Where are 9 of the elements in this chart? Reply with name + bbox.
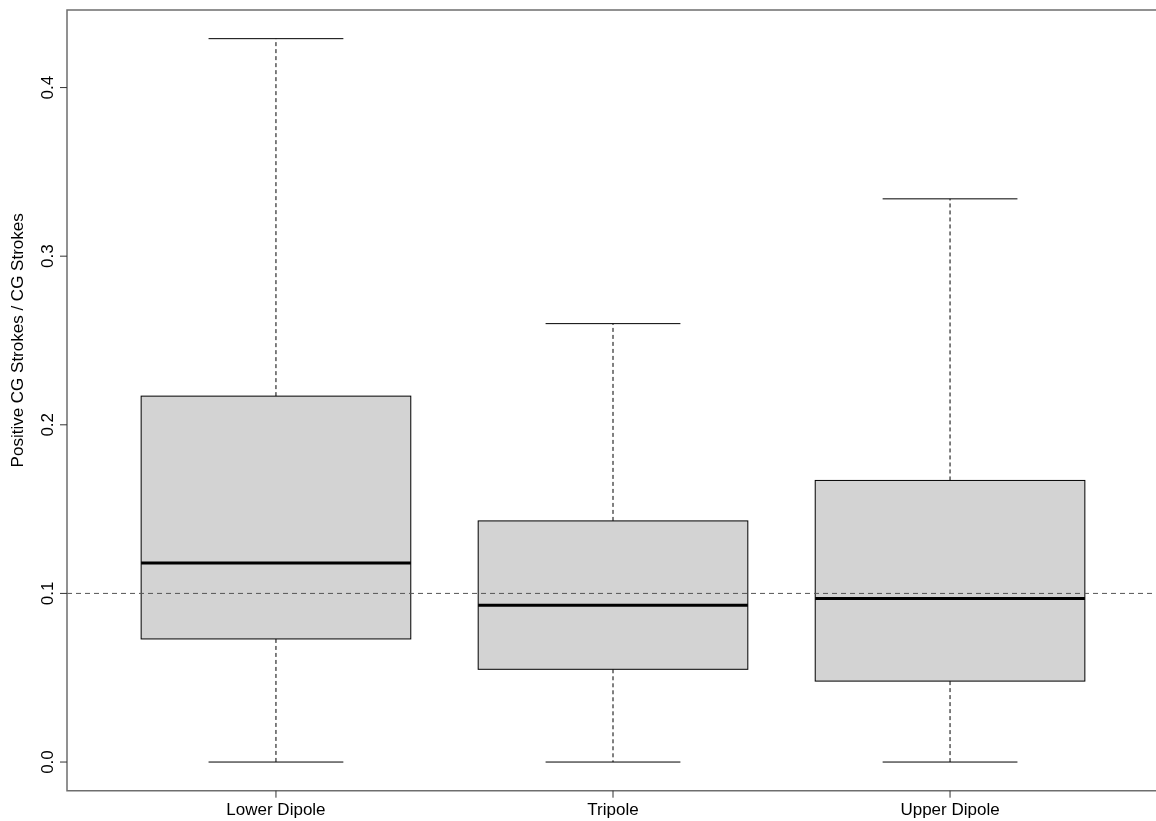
- y-tick-label: 0.0: [38, 750, 57, 774]
- y-tick-label: 0.1: [38, 581, 57, 606]
- y-axis-title: Positive CG Strokes / CG Strokes: [8, 213, 27, 468]
- x-tick-label: Upper Dipole: [900, 799, 1000, 819]
- y-tick-label: 0.3: [38, 244, 57, 268]
- y-tick-label: 0.4: [38, 75, 57, 100]
- y-tick-label: 0.2: [38, 412, 57, 437]
- x-tick-label: Tripole: [587, 799, 639, 819]
- x-tick-label: Lower Dipole: [226, 799, 326, 819]
